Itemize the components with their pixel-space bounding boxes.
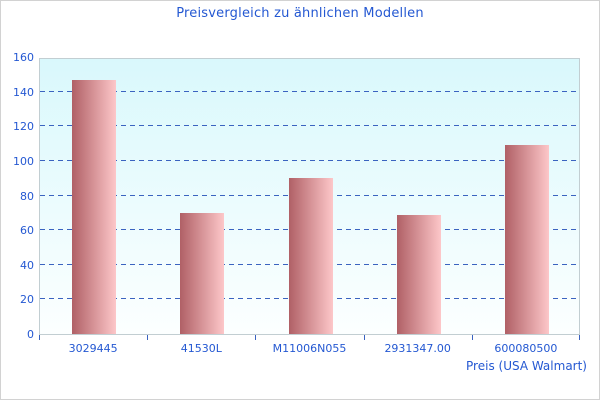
- bar-2931347.00: [396, 214, 441, 334]
- bar-3029445: [72, 79, 117, 334]
- x-tick-mark-3: [363, 335, 365, 340]
- y-tick-label-100: 100: [13, 154, 34, 168]
- chart-title: Preisvergleich zu ähnlichen Modellen: [176, 6, 424, 21]
- x-tick-label-3029445: 3029445: [68, 342, 118, 355]
- bar-M11006N055: [288, 178, 333, 334]
- x-tick-mark-0: [39, 335, 40, 340]
- x-axis-title: Preis (USA Walmart): [466, 359, 587, 373]
- gridline-140: [40, 90, 579, 92]
- y-tick-label-20: 20: [20, 293, 34, 307]
- x-tick-label-2931347.00: 2931347.00: [384, 342, 451, 355]
- x-tick-mark-2: [255, 335, 257, 340]
- y-tick-label-160: 160: [13, 51, 34, 64]
- x-tick-label-M11006N055: M11006N055: [272, 342, 347, 355]
- x-tick-mark-4: [471, 335, 473, 340]
- gridline-120: [40, 125, 579, 127]
- bar-600080500: [504, 145, 549, 334]
- y-tick-label-80: 80: [20, 189, 34, 203]
- x-tick-label-600080500: 600080500: [494, 342, 558, 355]
- y-tick-label-40: 40: [20, 258, 34, 272]
- bar-41530L: [180, 212, 225, 334]
- plot-area: [39, 58, 580, 335]
- gridline-100: [40, 159, 579, 161]
- y-tick-label-140: 140: [13, 85, 34, 99]
- y-tick-label-120: 120: [13, 120, 34, 134]
- x-tick-mark-1: [147, 335, 149, 340]
- x-tick-label-41530L: 41530L: [180, 342, 222, 355]
- y-tick-label-0: 0: [27, 328, 34, 341]
- x-tick-mark-5: [579, 335, 580, 340]
- y-tick-label-60: 60: [20, 224, 34, 238]
